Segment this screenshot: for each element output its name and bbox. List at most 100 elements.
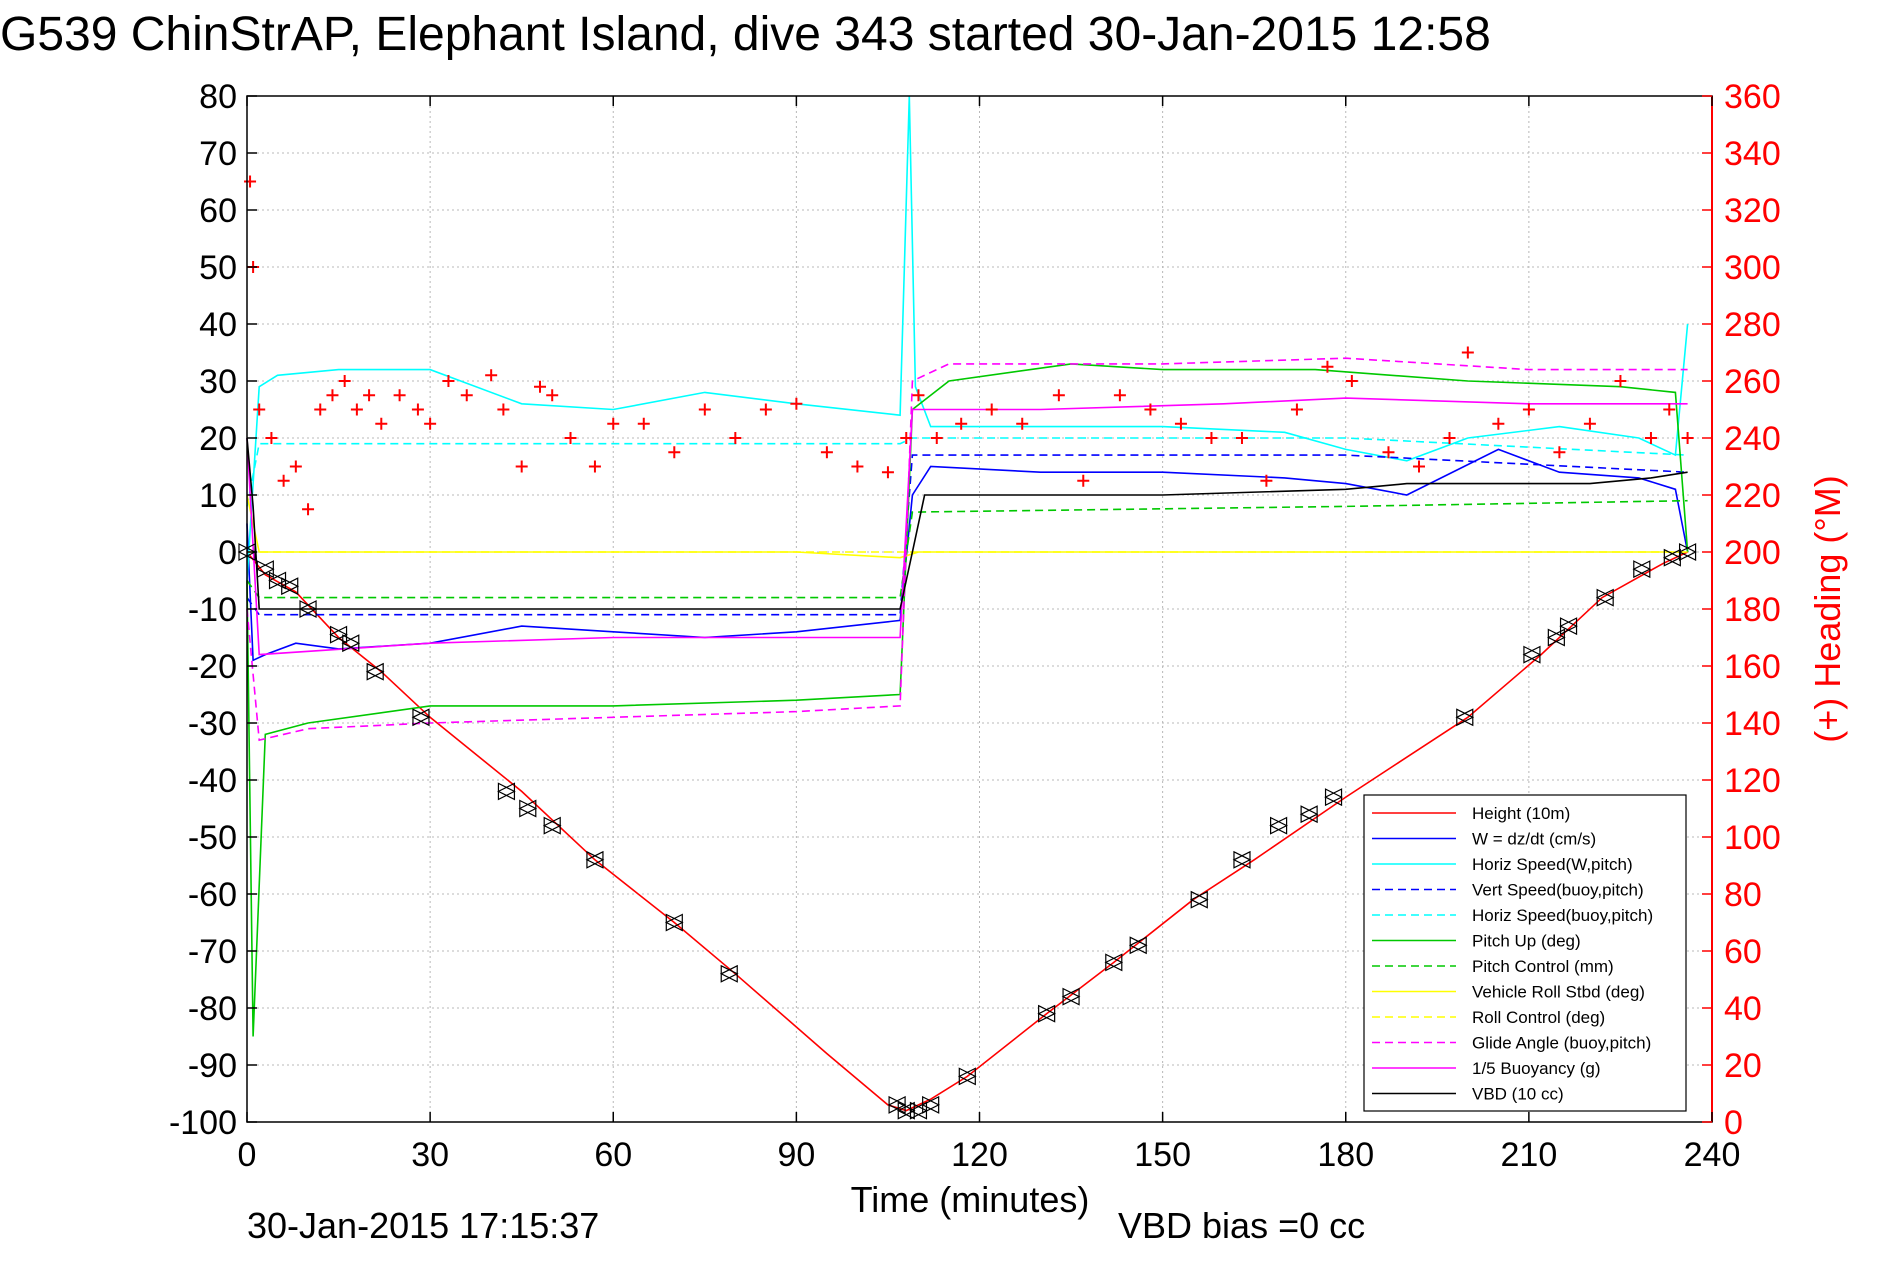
legend: Height (10m) W = dz/dt (cm/s) Horiz Speed(… [1363,794,1687,1112]
y-tick-label: -30 [188,705,237,743]
heading-point [588,460,601,473]
heading-point [244,175,257,188]
depth-marker-left [1546,628,1565,647]
y-tick-label: -40 [188,762,237,800]
series-4-line [246,437,1688,507]
heading-point [1461,346,1474,359]
right-tick-label: 260 [1724,363,1781,401]
y-tick-label: -50 [188,819,237,857]
heading-point [1345,375,1358,387]
x-tick-label: 120 [951,1136,1008,1174]
heading-point [460,389,473,402]
heading-point [424,417,437,430]
right-tick-label: 120 [1724,762,1781,800]
depth-marker-left [1632,560,1651,579]
heading-point [1382,446,1395,459]
depth-marker-left [887,1095,906,1114]
heading-point [375,417,388,430]
heading-point [1492,417,1505,430]
y-tick-label: -100 [169,1104,237,1142]
right-tick-label: 220 [1724,477,1781,515]
depth-marker-right [1559,617,1578,636]
y-tick-label: 50 [199,249,237,287]
heading-point [350,403,363,416]
right-tick-label: 200 [1724,534,1781,572]
heading-point [881,466,894,479]
right-tick-label: 340 [1724,135,1781,173]
heading-point [759,403,772,416]
legend-box [1363,794,1687,1112]
depth-marker-right [1233,850,1252,869]
heading-point [497,403,510,416]
x-tick-label: 30 [411,1136,449,1174]
right-tick-label: 40 [1724,990,1762,1028]
depth-marker-left [1232,850,1251,869]
heading-point [326,389,339,402]
x-tick-label: 240 [1684,1136,1741,1174]
depth-marker-left [365,662,384,681]
heading-point [668,446,681,459]
series-layer [246,95,1689,1112]
depth-marker-left [411,708,430,727]
heading-point [1235,432,1248,444]
y-tick-label: 40 [199,306,237,344]
right-tick-label: 300 [1724,249,1781,287]
depth-marker-left [921,1095,940,1114]
x-tick-label: 0 [238,1136,257,1174]
heading-point [1413,460,1425,473]
right-axis-label: (+) Heading (°M) [1807,475,1848,742]
heading-point [393,389,406,402]
heading-point [411,403,424,416]
depth-marker-right [1324,788,1343,807]
y-tick-label: -60 [188,876,237,914]
heading-point [363,389,376,402]
heading-point [289,460,302,473]
heading-point [1052,389,1065,402]
depth-marker-left [585,850,604,869]
y-tick-label: 80 [199,78,237,116]
heading-point [1614,375,1627,387]
legend-entry: Pitch Control (mm) [1472,957,1614,976]
depth-marker-left [719,964,738,983]
y-tick-label: 30 [199,363,237,401]
depth-marker-left [1269,816,1288,835]
legend-entry: Height (10m) [1472,804,1570,823]
heading-point [1553,446,1566,459]
depth-marker-right [1547,628,1566,647]
heading-point [1443,432,1456,444]
legend-entry: Horiz Speed(W,pitch) [1472,855,1633,874]
heading-point [1174,417,1187,430]
heading-point [253,403,266,416]
depth-marker-left [1678,543,1697,561]
heading-point [338,375,351,387]
heading-point [820,446,833,459]
heading-point [1583,417,1596,430]
right-tick-label: 80 [1724,876,1762,914]
heading-point [912,389,925,402]
heading-point [277,474,290,487]
x-axis-label: Time (minutes) [851,1179,1090,1220]
right-tick-label: 160 [1724,648,1781,686]
depth-marker-right [497,782,516,801]
heading-point [1260,474,1273,487]
depth-marker-left [1104,953,1123,972]
legend-entry: Roll Control (deg) [1472,1008,1605,1027]
y-tick-label: -70 [188,933,237,971]
heading-point [729,432,742,444]
y-tick-label: 0 [218,534,237,572]
y-axis-ticks: 80 70 60 50 40 30 20 10 0 -10 -20 -30 -40 -50 -60 -70 -8… [169,78,257,1142]
depth-marker-left [1662,548,1681,567]
legend-entry: Glide Angle (buoy,pitch) [1472,1034,1651,1053]
depth-marker-left [957,1067,976,1086]
depth-marker-left [542,816,561,835]
y-tick-label: -80 [188,990,237,1028]
right-tick-label: 180 [1724,591,1781,629]
depth-marker-left [255,560,274,579]
right-tick-label: 140 [1724,705,1781,743]
y-tick-label: 10 [199,477,237,515]
heading-point [265,432,278,444]
heading-point [851,460,864,473]
series-3-line [246,454,1688,616]
legend-entry: Vert Speed(buoy,pitch) [1472,881,1644,900]
